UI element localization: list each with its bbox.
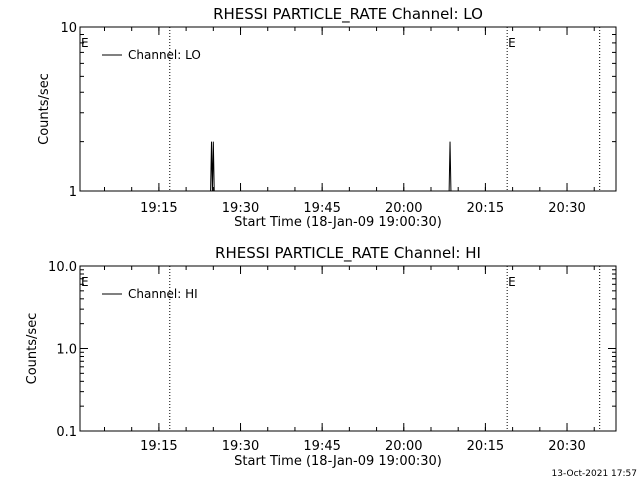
- chart-1-y-tick-label: 10: [60, 21, 77, 36]
- chart-2-x-tick-label: 19:15: [140, 439, 177, 454]
- chart-1-legend-label: Channel: LO: [128, 48, 201, 62]
- chart-1-x-tick-label: 19:15: [140, 201, 177, 216]
- chart-2-x-tick-label: 19:45: [303, 439, 340, 454]
- chart-1-x-tick-label: 19:30: [222, 201, 259, 216]
- chart-2-marker-label: E: [81, 275, 89, 289]
- chart-1-series-line: [210, 141, 452, 192]
- chart-1-title: RHESSI PARTICLE_RATE Channel: LO: [213, 5, 483, 24]
- chart-1-marker-label: E: [81, 36, 89, 50]
- chart-1-x-tick-label: 20:00: [385, 201, 422, 216]
- chart-2-legend-label: Channel: HI: [128, 287, 198, 301]
- chart-2-title: RHESSI PARTICLE_RATE Channel: HI: [215, 244, 481, 263]
- chart-1-x-axis-label: Start Time (18-Jan-09 19:00:30): [234, 215, 442, 230]
- footer-timestamp: 13-Oct-2021 17:57: [552, 469, 637, 479]
- chart-2-y-tick-label: 10.0: [48, 260, 77, 275]
- chart-2-x-tick-label: 20:15: [467, 439, 504, 454]
- chart-2-y-tick-label: 1.0: [56, 343, 77, 358]
- chart-2-x-tick-label: 20:30: [548, 439, 585, 454]
- chart-1-x-tick-label: 20:30: [548, 201, 585, 216]
- chart-1-marker-label: E: [508, 36, 516, 50]
- chart-2-x-tick-label: 20:00: [385, 439, 422, 454]
- chart-2-marker-label: E: [508, 275, 516, 289]
- chart-2-y-tick-label: 0.1: [56, 425, 77, 440]
- chart-2-y-axis-label: Counts/sec: [25, 313, 40, 385]
- chart-1-x-tick-label: 19:45: [303, 201, 340, 216]
- chart-2-x-tick-label: 19:30: [222, 439, 259, 454]
- chart-2-x-axis-label: Start Time (18-Jan-09 19:00:30): [234, 454, 442, 469]
- chart-1-x-tick-label: 20:15: [467, 201, 504, 216]
- chart-1-y-tick-label: 1: [69, 185, 77, 200]
- chart-1-y-axis-label: Counts/sec: [37, 73, 52, 145]
